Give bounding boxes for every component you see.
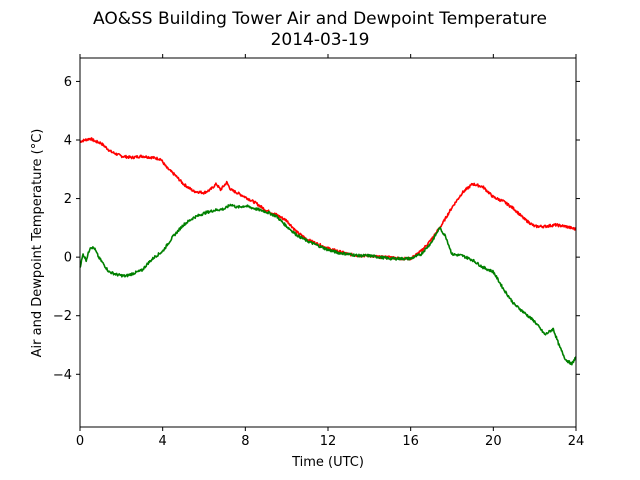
chart-title: AO&SS Building Tower Air and Dewpoint Te… bbox=[93, 9, 547, 29]
x-tick-label: 24 bbox=[568, 434, 585, 449]
x-tick-label: 8 bbox=[241, 434, 249, 449]
y-axis: −4 −2 0 2 4 6 bbox=[53, 75, 580, 383]
series-line-1 bbox=[79, 137, 577, 261]
y-axis-label: Air and Dewpoint Temperature (°C) bbox=[30, 129, 45, 358]
x-tick-label: 16 bbox=[402, 434, 419, 449]
series-layer bbox=[79, 137, 577, 366]
x-tick-label: 12 bbox=[320, 434, 337, 449]
x-tick-label: 4 bbox=[159, 434, 167, 449]
plot-area bbox=[80, 58, 576, 427]
y-tick-label: 2 bbox=[64, 192, 72, 207]
chart-subtitle: 2014-03-19 bbox=[271, 30, 370, 50]
x-tick-label: 20 bbox=[485, 434, 502, 449]
y-tick-label: −2 bbox=[53, 309, 72, 324]
x-tick-label: 0 bbox=[76, 434, 84, 449]
y-tick-label: 0 bbox=[64, 251, 72, 266]
series-line-2 bbox=[79, 203, 577, 366]
y-tick-label: 4 bbox=[64, 134, 72, 149]
y-tick-label: −4 bbox=[53, 368, 72, 383]
x-axis-label: Time (UTC) bbox=[291, 455, 364, 470]
x-axis: 0 4 8 12 16 20 24 bbox=[76, 54, 584, 449]
y-tick-label: 6 bbox=[64, 75, 72, 90]
